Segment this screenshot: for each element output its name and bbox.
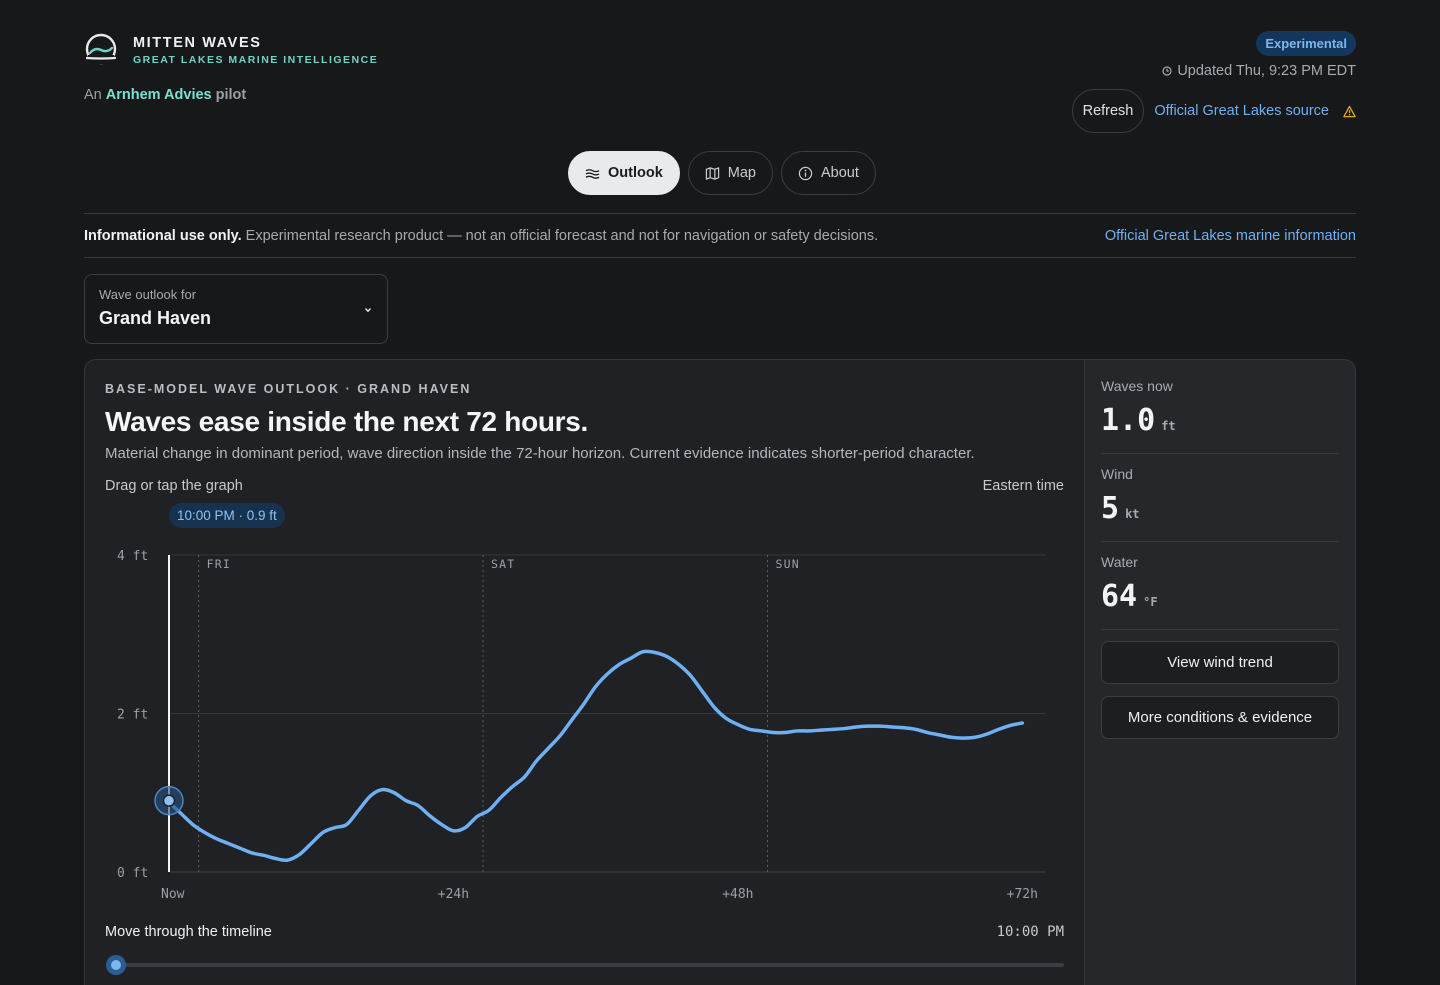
water-unit: °F [1143, 595, 1158, 609]
conditions-sidebar: Waves now 1.0 ft Wind 5 kt Water 64 °F View… [1084, 360, 1355, 985]
wave-height-chart[interactable]: 0 ft 2 ft 4 ft FRI SAT SUN Now +24h +48h +72h [85, 530, 1084, 900]
x-tick-label: +24h [438, 887, 469, 900]
y-tick-label: 0 ft [117, 866, 148, 881]
pilot-prefix: An [84, 87, 102, 103]
timezone-label: Eastern time [982, 478, 1064, 494]
location-select-value: Grand Haven [99, 308, 212, 328]
updated-text: Updated Thu, 9:23 PM EDT [1177, 63, 1356, 79]
pilot-suffix: pilot [215, 87, 247, 103]
waves-now-label: Waves now [1101, 378, 1173, 394]
water-value: 64 [1101, 579, 1138, 614]
timeline-slider-thumb[interactable] [106, 955, 126, 975]
stat-divider [1101, 541, 1339, 542]
pilot-name-link[interactable]: Arnhem Advies [105, 87, 212, 103]
wind-stat: Wind 5 kt [1101, 466, 1339, 526]
waves-now-value: 1.0 [1101, 403, 1156, 438]
brand-name: MITTEN WAVES [133, 35, 262, 51]
brand: MITTEN WAVES GREAT LAKES MARINE INTELLIG… [84, 32, 378, 66]
main-tabs: Outlook Map About [568, 151, 876, 195]
info-icon [798, 166, 813, 180]
day-marker-label: FRI [207, 557, 231, 571]
waves-icon [585, 168, 600, 179]
map-icon [705, 166, 719, 180]
day-marker-label: SAT [491, 557, 515, 571]
tab-outlook-label: Outlook [608, 165, 663, 181]
brand-tagline: GREAT LAKES MARINE INTELLIGENCE [133, 54, 379, 66]
water-value-row: 64 °F [1101, 579, 1339, 614]
wave-height-series-line [167, 649, 1025, 863]
wind-unit: kt [1125, 507, 1140, 521]
disclaimer-body: Experimental research product — not an o… [245, 227, 879, 244]
y-tick-label: 2 ft [117, 708, 148, 723]
pilot-credit: An Arnhem Advies pilot [84, 87, 246, 103]
mitten-waves-logo-icon [85, 33, 117, 65]
tab-about[interactable]: About [781, 151, 876, 195]
outlook-card: BASE-MODEL WAVE OUTLOOK · GRAND HAVEN Wa… [84, 359, 1356, 985]
updated-timestamp: Updated Thu, 9:23 PM EDT [1162, 63, 1356, 79]
view-wind-trend-button[interactable]: View wind trend [1101, 641, 1339, 684]
tab-map-label: Map [727, 165, 756, 181]
more-conditions-button[interactable]: More conditions & evidence [1101, 696, 1339, 739]
graph-hint: Drag or tap the graph [105, 478, 243, 494]
chevron-down-icon [364, 308, 372, 313]
disclaimer-text: Informational use only. Experimental res… [84, 228, 878, 244]
day-marker-label: SUN [775, 557, 799, 571]
waves-now-stat: Waves now 1.0 ft [1101, 378, 1339, 438]
x-tick-label: Now [161, 887, 185, 900]
outlook-panel: BASE-MODEL WAVE OUTLOOK · GRAND HAVEN Wa… [85, 360, 1084, 985]
outlook-headline: Waves ease inside the next 72 hours. [105, 406, 589, 437]
waves-now-value-row: 1.0 ft [1101, 403, 1339, 438]
selected-point-tooltip: 10:00 PM · 0.9 ft [169, 503, 285, 528]
water-label: Water [1101, 554, 1138, 570]
wind-value-row: 5 kt [1101, 491, 1339, 526]
location-select-label: Wave outlook for [99, 287, 197, 302]
tab-outlook[interactable]: Outlook [568, 151, 680, 195]
tab-map[interactable]: Map [687, 151, 773, 195]
wind-value: 5 [1101, 491, 1120, 526]
experimental-badge: Experimental [1256, 31, 1356, 56]
timeline-track[interactable] [113, 963, 1064, 967]
timeline-time: 10:00 PM [996, 924, 1064, 940]
stat-divider [1101, 629, 1339, 630]
refresh-button[interactable]: Refresh [1071, 89, 1145, 133]
header-actions: Refresh Official Great Lakes source [1071, 89, 1356, 133]
stat-divider [1101, 453, 1339, 454]
timeline-label: Move through the timeline [105, 924, 272, 940]
water-stat: Water 64 °F [1101, 554, 1339, 614]
disclaimer-strong: Informational use only. [84, 227, 242, 244]
selected-point [162, 794, 176, 807]
disclaimer-bar: Informational use only. Experimental res… [84, 213, 1356, 258]
outlook-eyebrow: BASE-MODEL WAVE OUTLOOK · GRAND HAVEN [105, 382, 472, 396]
tab-about-label: About [821, 165, 859, 181]
y-tick-label: 4 ft [117, 549, 148, 564]
wind-label: Wind [1101, 466, 1133, 482]
warning-icon [1343, 105, 1356, 117]
clock-icon [1162, 66, 1172, 76]
x-tick-label: +72h [1007, 887, 1038, 900]
official-source-link[interactable]: Official Great Lakes source [1154, 103, 1329, 119]
outlook-description: Material change in dominant period, wave… [105, 445, 975, 462]
waves-now-unit: ft [1161, 419, 1176, 433]
location-select[interactable]: Wave outlook for Grand Haven [84, 274, 388, 344]
x-tick-label: +48h [722, 887, 753, 900]
official-marine-info-link[interactable]: Official Great Lakes marine information [1104, 227, 1356, 244]
